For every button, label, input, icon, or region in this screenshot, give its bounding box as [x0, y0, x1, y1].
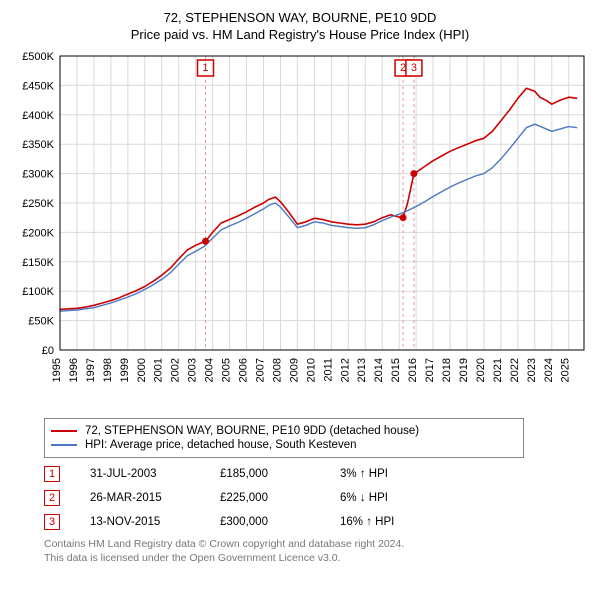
- svg-text:2015: 2015: [390, 358, 402, 382]
- svg-text:2009: 2009: [288, 358, 300, 382]
- svg-text:2012: 2012: [339, 358, 351, 382]
- svg-text:1999: 1999: [119, 358, 131, 382]
- svg-text:2002: 2002: [170, 358, 182, 382]
- svg-text:2000: 2000: [136, 358, 148, 382]
- sale-date: 31-JUL-2003: [90, 468, 190, 480]
- svg-text:2017: 2017: [424, 358, 436, 382]
- svg-text:2021: 2021: [492, 358, 504, 382]
- svg-text:2013: 2013: [356, 358, 368, 382]
- svg-text:2006: 2006: [238, 358, 250, 382]
- sale-marker: 2: [44, 490, 60, 506]
- legend-swatch: [51, 430, 77, 432]
- legend-row: 72, STEPHENSON WAY, BOURNE, PE10 9DD (de…: [51, 425, 517, 437]
- sale-date: 13-NOV-2015: [90, 516, 190, 528]
- svg-text:£300K: £300K: [22, 169, 54, 181]
- sale-delta: 6% ↓ HPI: [340, 492, 430, 504]
- sales-row: 1 31-JUL-2003 £185,000 3% ↑ HPI: [44, 466, 590, 482]
- svg-text:3: 3: [411, 62, 417, 74]
- svg-text:£400K: £400K: [22, 110, 54, 122]
- attribution-line: This data is licensed under the Open Gov…: [44, 552, 590, 566]
- attribution: Contains HM Land Registry data © Crown c…: [44, 538, 590, 565]
- legend-label: HPI: Average price, detached house, Sout…: [85, 439, 357, 451]
- svg-text:£0: £0: [42, 345, 54, 357]
- sale-delta: 3% ↑ HPI: [340, 468, 430, 480]
- svg-text:£50K: £50K: [28, 316, 54, 328]
- svg-text:2022: 2022: [509, 358, 521, 382]
- sales-row: 2 26-MAR-2015 £225,000 6% ↓ HPI: [44, 490, 590, 506]
- sales-row: 3 13-NOV-2015 £300,000 16% ↑ HPI: [44, 514, 590, 530]
- svg-text:2011: 2011: [322, 358, 334, 382]
- svg-text:2016: 2016: [407, 358, 419, 382]
- svg-text:2024: 2024: [543, 358, 555, 382]
- svg-text:£200K: £200K: [22, 227, 54, 239]
- svg-text:1997: 1997: [85, 358, 97, 382]
- legend-row: HPI: Average price, detached house, Sout…: [51, 439, 517, 451]
- svg-text:£150K: £150K: [22, 257, 54, 269]
- svg-text:£100K: £100K: [22, 286, 54, 298]
- svg-text:2025: 2025: [560, 358, 572, 382]
- svg-text:2019: 2019: [458, 358, 470, 382]
- chart-subtitle: Price paid vs. HM Land Registry's House …: [10, 27, 590, 42]
- svg-text:£450K: £450K: [22, 80, 54, 92]
- chart-title: 72, STEPHENSON WAY, BOURNE, PE10 9DD: [10, 10, 590, 25]
- svg-text:2004: 2004: [204, 358, 216, 382]
- svg-text:1998: 1998: [102, 358, 114, 382]
- svg-text:2005: 2005: [221, 358, 233, 382]
- svg-text:£250K: £250K: [22, 198, 54, 210]
- sale-marker: 3: [44, 514, 60, 530]
- sales-table: 1 31-JUL-2003 £185,000 3% ↑ HPI 2 26-MAR-2015…: [44, 466, 590, 530]
- sale-price: £300,000: [220, 516, 310, 528]
- legend: 72, STEPHENSON WAY, BOURNE, PE10 9DD (de…: [44, 418, 524, 458]
- chart-area: £0 £50K £100K £150K £200K £250K £300K £350K £400…: [10, 50, 590, 410]
- svg-text:2020: 2020: [475, 358, 487, 382]
- sale-price: £225,000: [220, 492, 310, 504]
- svg-text:2018: 2018: [441, 358, 453, 382]
- svg-text:2001: 2001: [153, 358, 165, 382]
- svg-text:2023: 2023: [526, 358, 538, 382]
- svg-text:£350K: £350K: [22, 139, 54, 151]
- svg-text:2007: 2007: [254, 358, 266, 382]
- svg-text:2008: 2008: [271, 358, 283, 382]
- sale-date: 26-MAR-2015: [90, 492, 190, 504]
- svg-text:2010: 2010: [305, 358, 317, 382]
- svg-text:2003: 2003: [187, 358, 199, 382]
- svg-text:2014: 2014: [373, 358, 385, 382]
- svg-text:1996: 1996: [68, 358, 80, 382]
- svg-text:£500K: £500K: [22, 51, 54, 63]
- sale-price: £185,000: [220, 468, 310, 480]
- svg-text:1995: 1995: [51, 358, 63, 382]
- attribution-line: Contains HM Land Registry data © Crown c…: [44, 538, 590, 552]
- sale-delta: 16% ↑ HPI: [340, 516, 430, 528]
- svg-text:1: 1: [202, 62, 208, 74]
- legend-label: 72, STEPHENSON WAY, BOURNE, PE10 9DD (de…: [85, 425, 419, 437]
- sale-marker: 1: [44, 466, 60, 482]
- legend-swatch: [51, 444, 77, 446]
